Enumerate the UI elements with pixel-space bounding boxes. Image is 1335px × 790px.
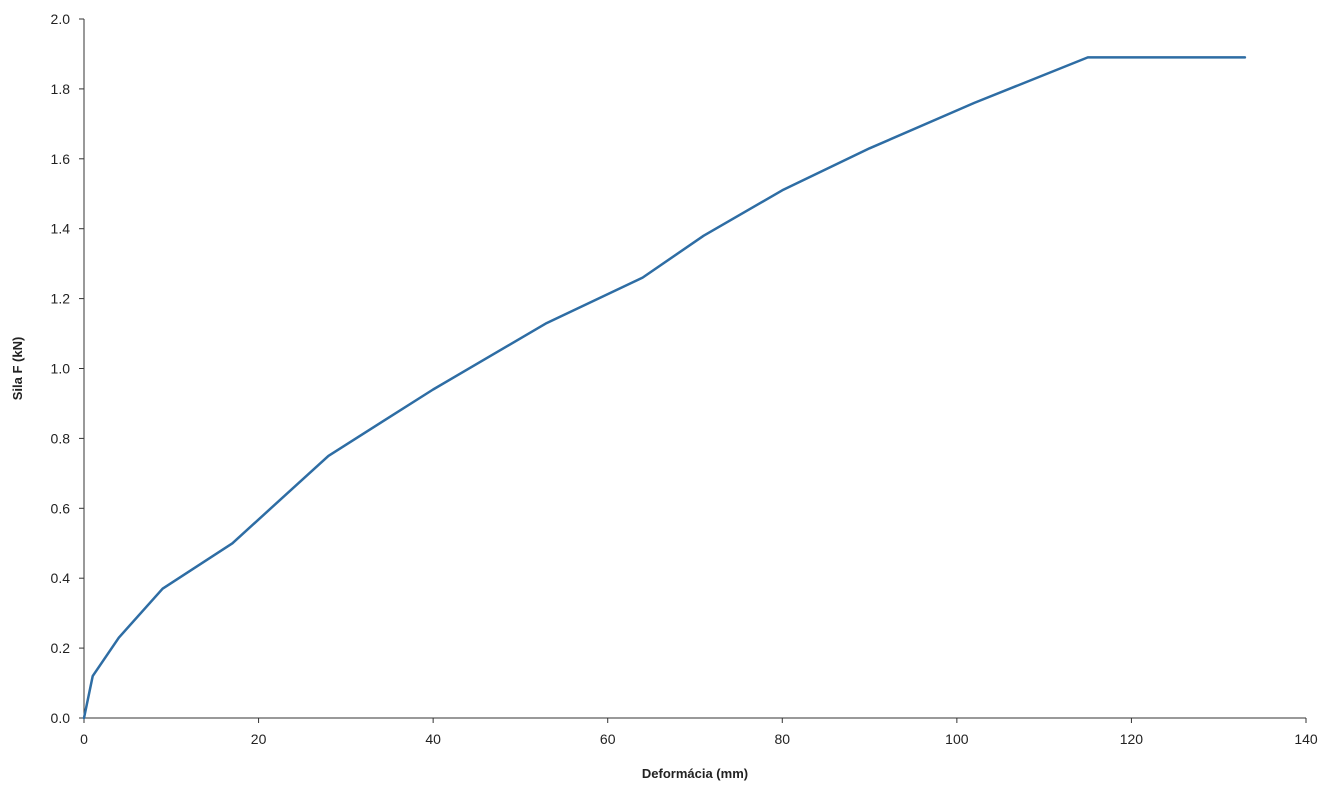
series-layer xyxy=(82,56,1247,720)
x-tick-label: 120 xyxy=(1120,731,1144,747)
y-tick-label: 0.6 xyxy=(51,500,71,516)
x-tick-label: 80 xyxy=(774,731,790,747)
axes xyxy=(79,18,1307,723)
series-line xyxy=(82,56,1247,720)
x-tick-label: 20 xyxy=(251,731,267,747)
x-tick-label: 60 xyxy=(600,731,616,747)
y-tick-label: 2.0 xyxy=(51,11,71,27)
y-tick-label: 1.4 xyxy=(51,221,71,237)
y-tick-label: 0.0 xyxy=(51,710,71,726)
x-axis-title: Deformácia (mm) xyxy=(642,766,748,781)
y-tick-label: 1.0 xyxy=(51,361,71,377)
y-tick-label: 1.8 xyxy=(51,81,71,97)
y-tick-label: 0.2 xyxy=(51,640,71,656)
y-tick-label: 0.4 xyxy=(51,570,71,586)
x-tick-label: 0 xyxy=(80,731,88,747)
y-axis-title: Sila F (kN) xyxy=(10,337,25,401)
y-tick-label: 1.6 xyxy=(51,151,71,167)
x-tick-label: 40 xyxy=(425,731,441,747)
x-tick-label: 140 xyxy=(1294,731,1318,747)
y-tick-label: 1.2 xyxy=(51,291,71,307)
tick-labels: 0.0 0.2 0.4 0.6 0.8 1.0 1.2 1.4 1.6 1.8 2.0 0 20 40 60… xyxy=(51,11,1318,747)
x-tick-label: 100 xyxy=(945,731,969,747)
y-tick-label: 0.8 xyxy=(51,430,71,446)
